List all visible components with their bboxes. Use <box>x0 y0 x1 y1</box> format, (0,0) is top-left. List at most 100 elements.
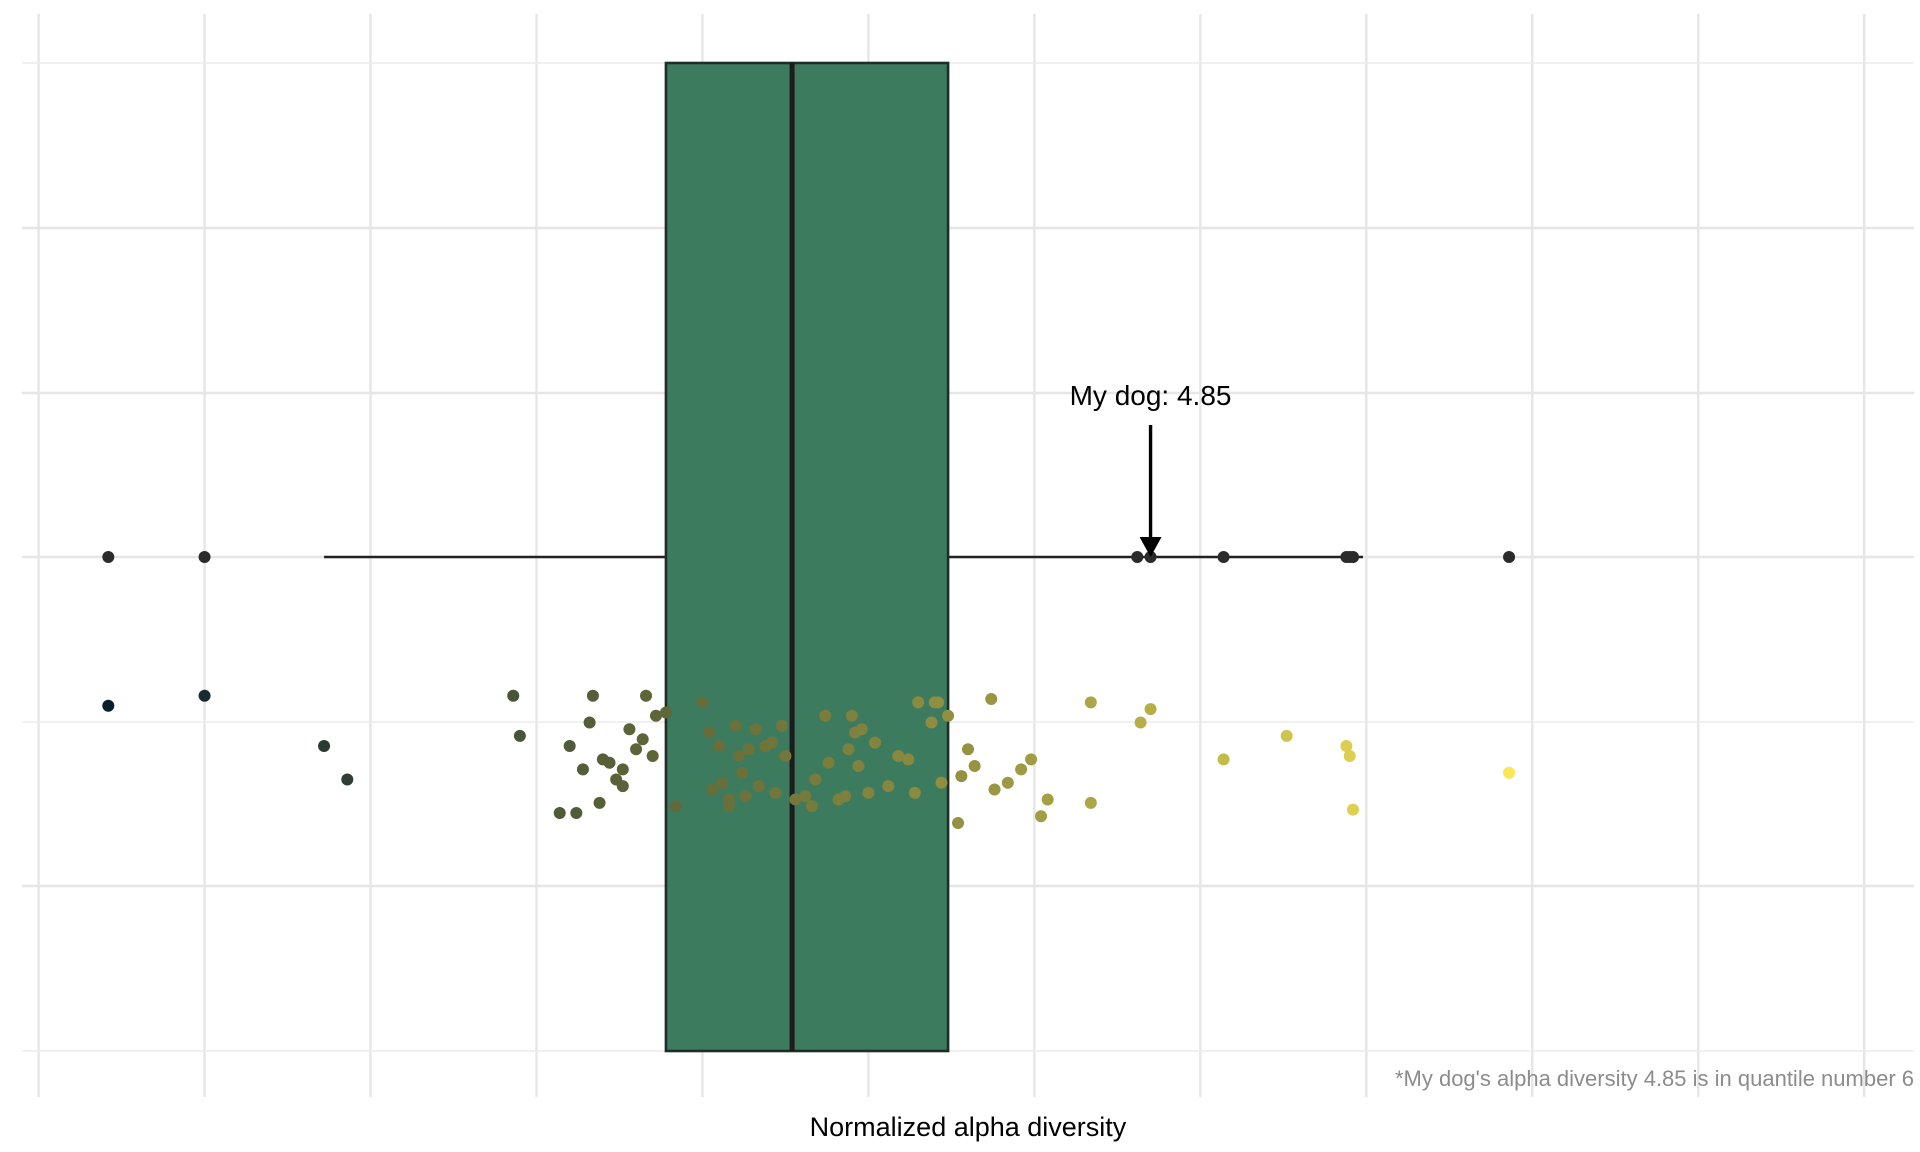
grid <box>22 14 1914 1097</box>
data-point <box>1015 763 1028 776</box>
data-point <box>640 689 653 702</box>
outlier-point <box>198 551 211 563</box>
box <box>664 61 950 1053</box>
data-point <box>1340 739 1353 752</box>
annotation: My dog: 4.85 <box>1070 380 1232 557</box>
data-point <box>908 786 921 799</box>
data-point <box>822 756 835 769</box>
data-point <box>882 780 895 793</box>
data-point <box>603 756 616 769</box>
data-point <box>935 776 948 789</box>
data-point <box>616 780 629 793</box>
data-point <box>563 739 576 752</box>
data-point <box>912 696 925 709</box>
data-point <box>892 750 905 762</box>
data-point <box>749 723 762 736</box>
data-point <box>842 743 855 756</box>
data-point <box>636 733 649 746</box>
annotation-arrowhead <box>1139 537 1162 557</box>
data-point <box>932 696 945 709</box>
data-point <box>736 766 749 779</box>
outlier-point <box>1503 551 1516 563</box>
data-point <box>742 743 755 756</box>
data-point <box>318 739 331 752</box>
data-point <box>570 806 583 819</box>
data-point <box>341 773 354 786</box>
data-point <box>805 800 818 813</box>
data-point <box>952 817 965 829</box>
outlier-point <box>1131 551 1144 563</box>
x-axis-title: Normalized alpha diversity <box>810 1112 1127 1142</box>
data-point <box>739 790 752 803</box>
data-point <box>968 760 981 773</box>
data-point <box>102 699 115 712</box>
data-point <box>198 689 211 702</box>
data-point <box>779 750 792 762</box>
data-point <box>723 800 736 813</box>
data-point <box>845 709 858 722</box>
data-point <box>1025 753 1038 766</box>
jitter-points <box>102 689 1516 829</box>
data-point <box>1343 750 1356 762</box>
data-point <box>855 723 868 736</box>
data-point <box>902 753 915 766</box>
data-point <box>809 773 822 786</box>
data-point <box>1001 776 1014 789</box>
data-point <box>1084 696 1097 709</box>
chart-caption: *My dog's alpha diversity 4.85 is in qua… <box>1395 1066 1914 1091</box>
data-point <box>703 726 716 739</box>
data-point <box>729 719 742 732</box>
annotation-label: My dog: 4.85 <box>1070 380 1232 411</box>
data-point <box>716 776 729 789</box>
data-point <box>659 706 672 719</box>
outlier-point <box>1217 551 1230 563</box>
data-point <box>789 793 802 806</box>
data-point <box>1347 803 1360 816</box>
data-point <box>1035 810 1048 823</box>
data-point <box>593 796 606 809</box>
data-point <box>776 719 789 732</box>
data-point <box>1280 729 1293 742</box>
data-point <box>839 790 852 803</box>
data-point <box>616 763 629 776</box>
data-point <box>862 786 875 799</box>
data-point <box>1503 766 1516 779</box>
data-point <box>696 696 709 709</box>
data-point <box>1134 716 1147 729</box>
data-point <box>623 723 636 736</box>
data-point <box>1144 703 1157 716</box>
data-point <box>769 786 782 799</box>
data-point <box>819 709 832 722</box>
data-point <box>586 689 599 702</box>
data-point <box>706 783 719 796</box>
data-point <box>1084 796 1097 809</box>
data-point <box>649 709 662 722</box>
data-point <box>852 760 865 773</box>
data-point <box>669 800 682 813</box>
data-point <box>988 783 1001 796</box>
data-point <box>513 729 526 742</box>
outlier-point <box>102 551 115 563</box>
data-point <box>985 693 998 706</box>
data-point <box>732 750 745 762</box>
data-point <box>925 716 938 729</box>
data-point <box>962 743 974 756</box>
data-point <box>752 780 765 793</box>
data-point <box>1217 753 1230 766</box>
data-point <box>955 770 968 783</box>
outlier-point <box>1347 551 1360 563</box>
data-point <box>630 743 643 756</box>
data-point <box>507 689 520 702</box>
data-point <box>799 790 812 803</box>
data-point <box>553 806 566 819</box>
data-point <box>576 763 589 776</box>
data-point <box>646 750 659 762</box>
data-point <box>766 736 779 749</box>
data-point <box>583 716 596 729</box>
box-iqr <box>664 61 950 1053</box>
data-point <box>1041 793 1054 806</box>
data-point <box>869 736 882 749</box>
data-point <box>713 739 726 752</box>
